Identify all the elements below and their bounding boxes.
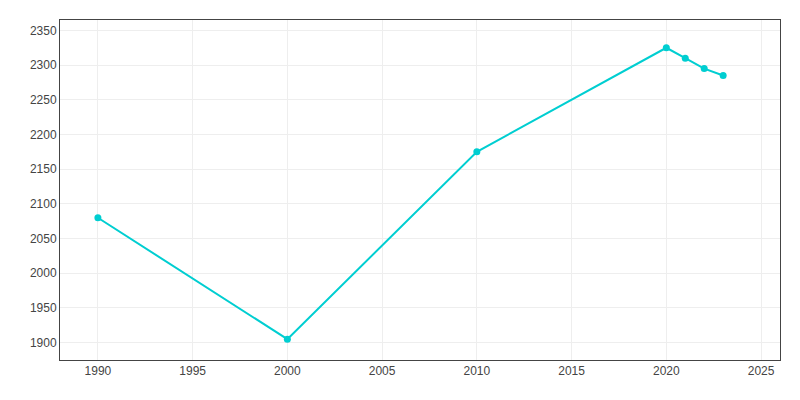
svg-text:2000: 2000 xyxy=(30,266,57,280)
svg-text:1995: 1995 xyxy=(179,364,206,378)
svg-text:2000: 2000 xyxy=(274,364,301,378)
svg-text:2025: 2025 xyxy=(748,364,775,378)
svg-text:2010: 2010 xyxy=(463,364,490,378)
svg-text:2300: 2300 xyxy=(30,58,57,72)
svg-text:2200: 2200 xyxy=(30,128,57,142)
svg-text:1950: 1950 xyxy=(30,301,57,315)
svg-text:2005: 2005 xyxy=(369,364,396,378)
svg-text:1900: 1900 xyxy=(30,336,57,350)
svg-text:2020: 2020 xyxy=(653,364,680,378)
svg-text:2350: 2350 xyxy=(30,24,57,38)
svg-text:2100: 2100 xyxy=(30,197,57,211)
svg-text:2150: 2150 xyxy=(30,162,57,176)
svg-text:2015: 2015 xyxy=(558,364,585,378)
svg-text:2250: 2250 xyxy=(30,93,57,107)
svg-text:1990: 1990 xyxy=(85,364,112,378)
svg-text:2050: 2050 xyxy=(30,232,57,246)
